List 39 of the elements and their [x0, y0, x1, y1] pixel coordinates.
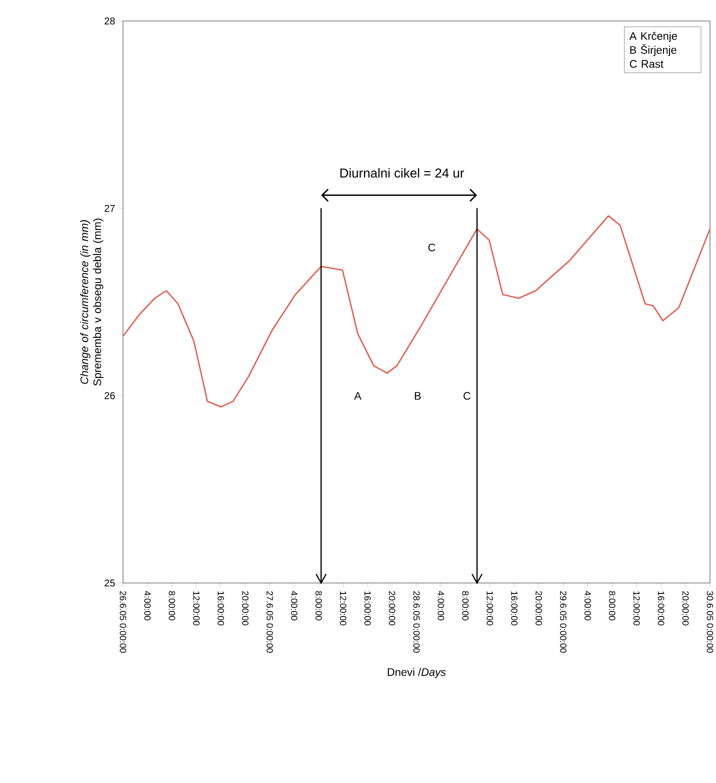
x-tick-label: 16:00:00 [364, 591, 371, 626]
x-tick-label: 12:00:00 [192, 591, 200, 626]
x-tick-label: 4:00:00 [144, 590, 150, 620]
y-tick-label: 28 [104, 17, 115, 25]
y-tick-label: 25 [104, 579, 115, 587]
x-tick-label: 12:00:00 [633, 591, 640, 626]
x-tick-label: 20:00:00 [242, 591, 248, 626]
x-tick-label: 8:00:00 [315, 591, 322, 620]
x-tick-label: 29.6.05 0:00:00 [560, 591, 566, 653]
x-tick-label: 4:00:00 [290, 590, 298, 620]
x-tick-label: 20:00:00 [535, 591, 542, 626]
x-tick-label: 16:00:00 [658, 591, 664, 626]
x-tick-label: 16:00:00 [510, 591, 518, 626]
x-axis-title: Dnevi /Days [388, 668, 446, 678]
x-tick-label: 26.6.05 0:00:00 [120, 591, 126, 653]
x-tick-label: 27.6.05 0:00:00 [266, 591, 273, 653]
y-axis-title: Change of circumference (in mm) Sprememba v obsegu debla (mm) [80, 218, 104, 386]
annotation: B [414, 392, 421, 400]
y-tick-label: 26 [104, 392, 115, 400]
y-tick-label: 27 [104, 204, 114, 212]
x-tick-label: 16:00:00 [217, 591, 224, 626]
x-tick-label: 12:00:00 [486, 591, 493, 626]
x-tick-label: 28.6.05 0:00:00 [413, 591, 420, 653]
x-tick-label: 8:00:00 [168, 591, 175, 620]
annotation: A Krčenje [629, 32, 677, 42]
annotation: C Rast [630, 60, 664, 68]
x-tick-label: 4:00:00 [438, 590, 444, 620]
annotation: Diurnalni cikel = 24 ur [340, 168, 464, 178]
x-tick-label: 8:00:00 [462, 591, 468, 620]
x-tick-label: 12:00:00 [340, 591, 346, 626]
x-tick-label: 30.6.05 0:00:00 [706, 591, 713, 653]
x-tick-label: 4:00:00 [584, 590, 591, 620]
x-tick-label: 20:00:00 [388, 591, 395, 626]
annotation: B Širjenje [630, 44, 676, 56]
annotation: A [354, 392, 362, 400]
x-tick-label: 8:00:00 [608, 591, 616, 620]
x-tick-label: 20:00:00 [682, 591, 688, 626]
annotation: C [463, 392, 470, 400]
annotation: C [428, 244, 436, 252]
